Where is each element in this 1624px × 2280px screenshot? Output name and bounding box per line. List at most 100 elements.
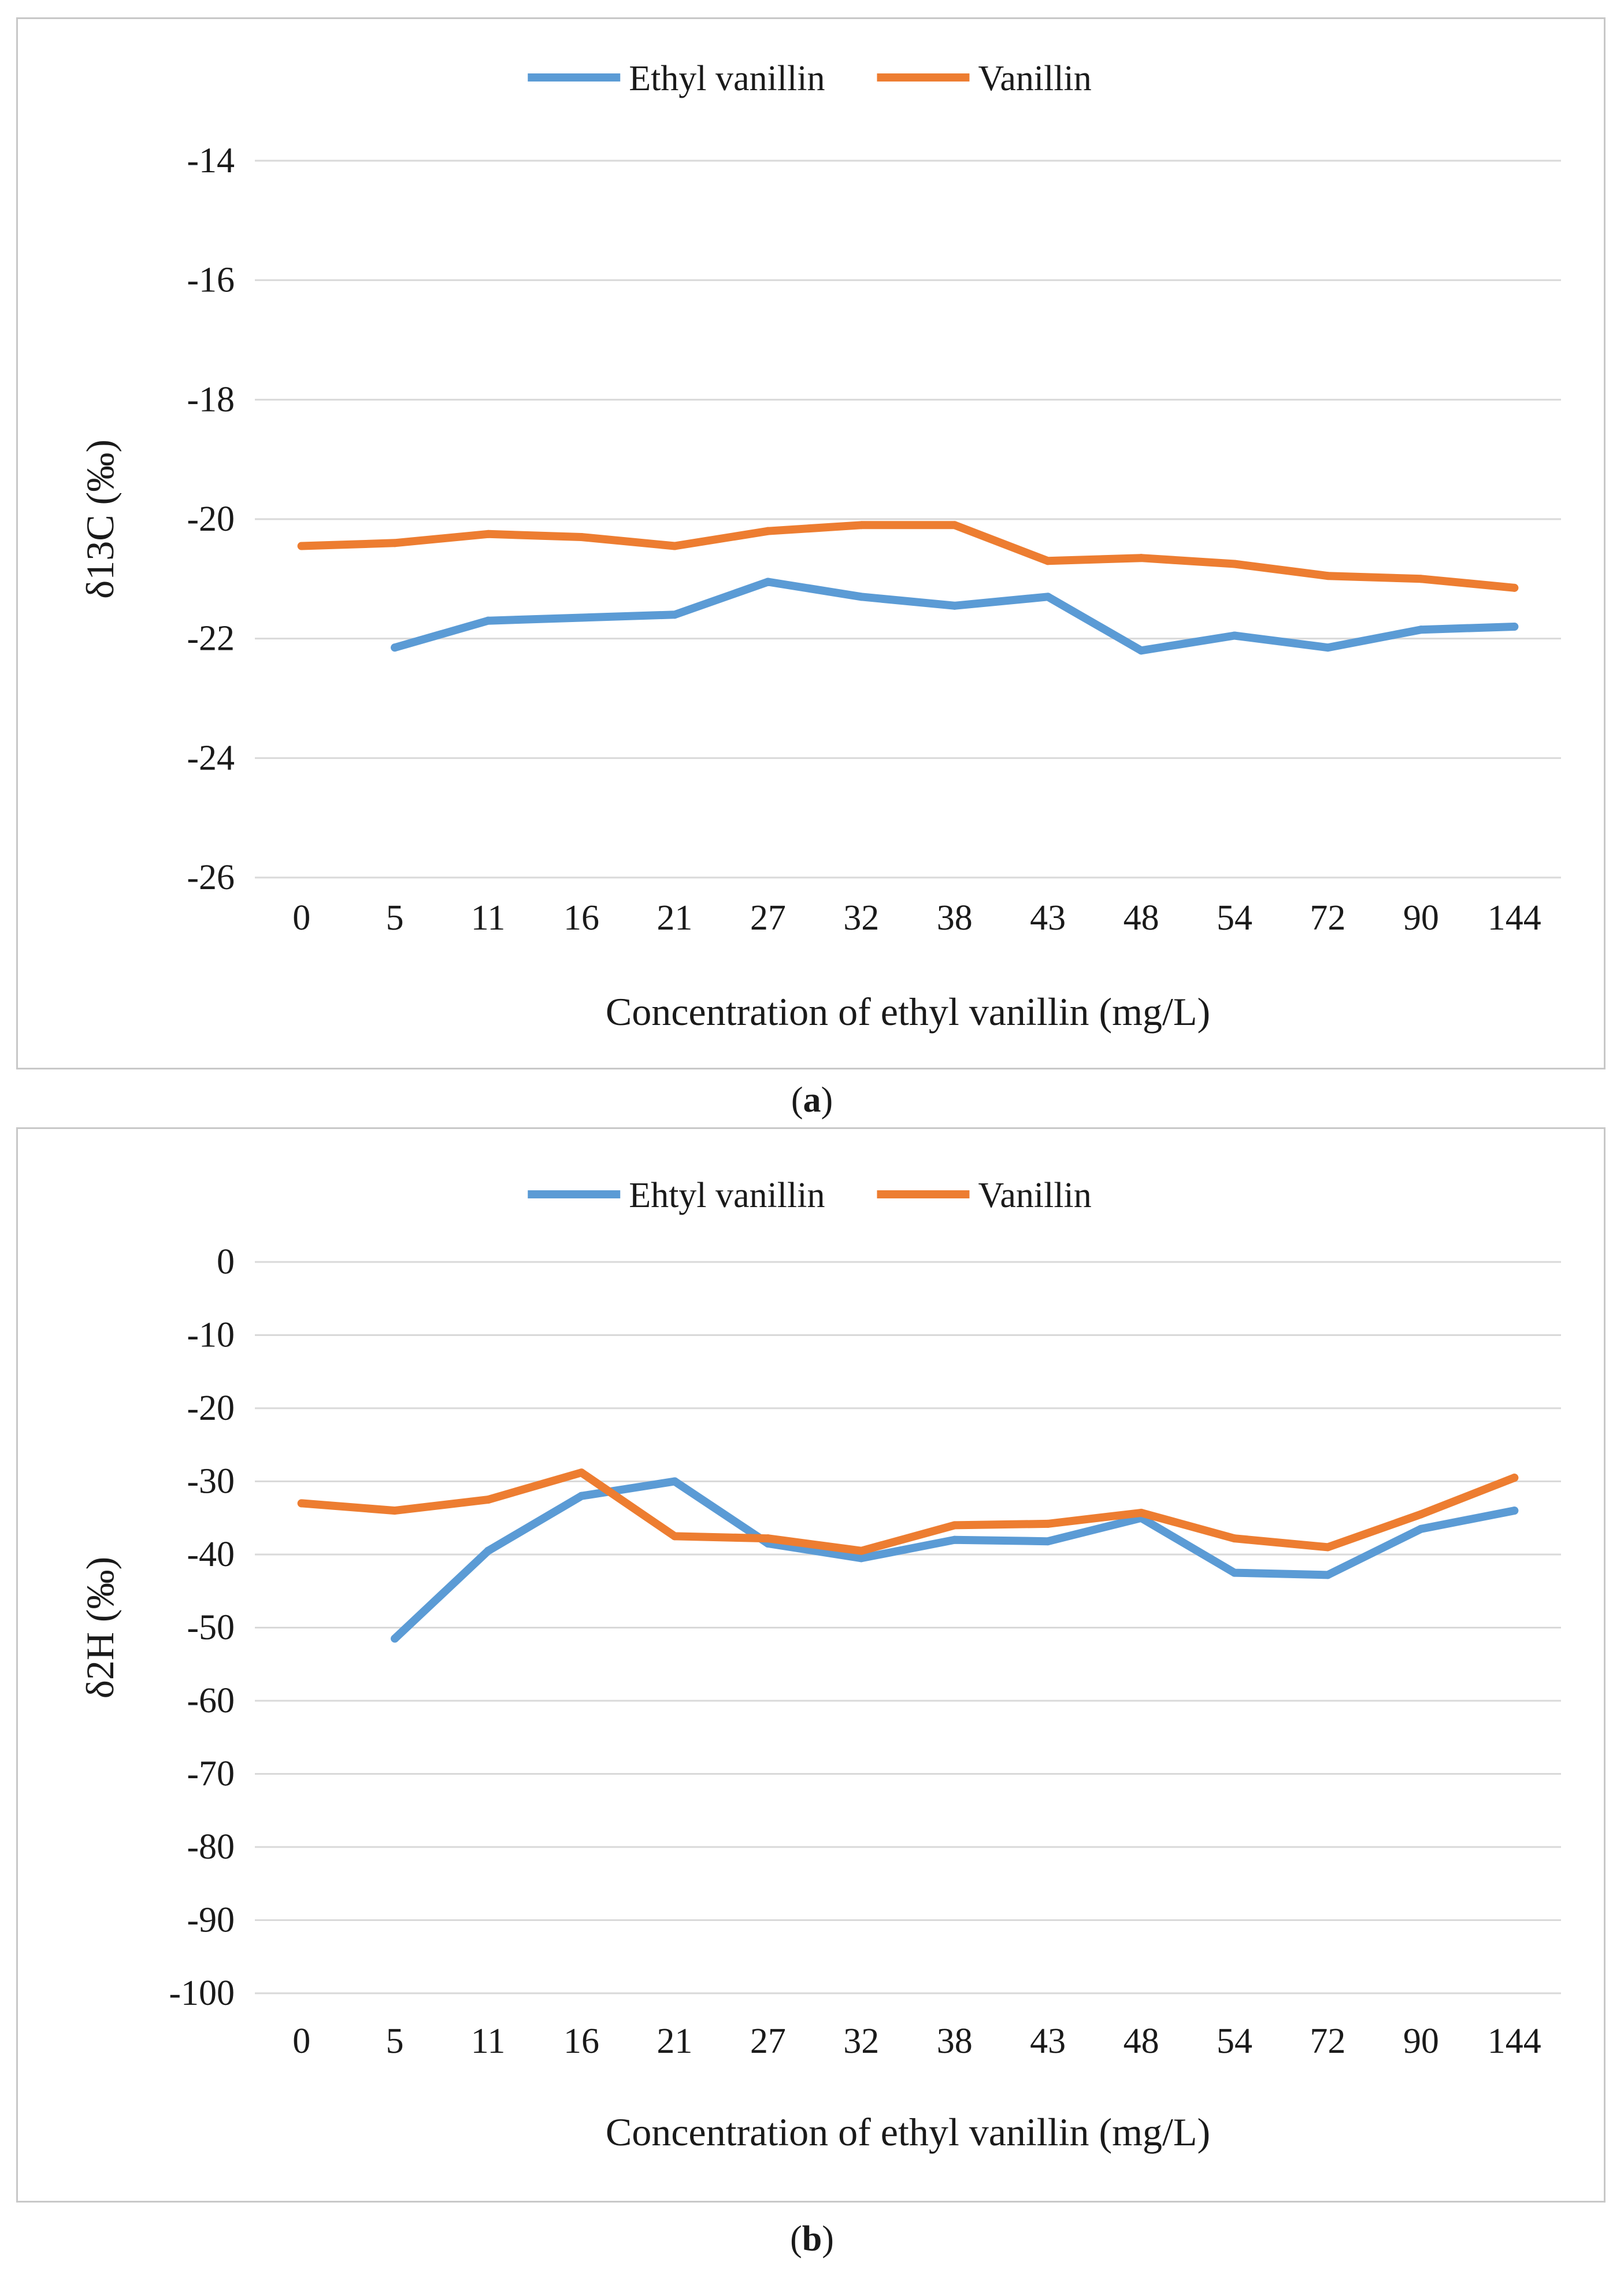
y-tick-label: -26	[187, 858, 235, 897]
series-line-ethyl-vanillin	[391, 578, 1519, 655]
data-point-ethyl-vanillin	[1230, 631, 1239, 640]
y-tick-label: -20	[187, 1389, 235, 1428]
data-point-vanillin	[1137, 1508, 1145, 1517]
x-tick-label: 0	[292, 2022, 310, 2061]
legend: Ehtyl vanillin Vanillin	[528, 1176, 1092, 1215]
legend-item: Vanillin	[877, 59, 1092, 98]
y-tick-label: -30	[187, 1462, 235, 1501]
x-tick-label: 38	[937, 2022, 973, 2061]
data-point-vanillin	[763, 527, 772, 535]
data-point-vanillin	[1323, 1543, 1332, 1552]
y-tick-label: -70	[187, 1755, 235, 1794]
legend-label: Vanillin	[978, 1176, 1091, 1215]
series-line-vanillin	[297, 1468, 1519, 1555]
data-point-ethyl-vanillin	[670, 610, 679, 619]
data-point-vanillin	[297, 542, 306, 550]
data-point-vanillin	[1230, 1534, 1239, 1543]
x-tick-label: 11	[471, 898, 506, 938]
data-point-ethyl-vanillin	[950, 601, 959, 610]
x-tick-label: 27	[750, 898, 786, 938]
data-point-vanillin	[1510, 1474, 1519, 1482]
data-point-vanillin	[1044, 557, 1052, 565]
data-point-ethyl-vanillin	[391, 643, 399, 652]
legend-item: Vanillin	[877, 1176, 1092, 1215]
chart-panel-a: -14 -16 -18 -20 -22 -24 -26 0 5 11 16 21 27 32 38 43 48 5…	[16, 17, 1606, 1069]
data-point-ethyl-vanillin	[1044, 593, 1052, 601]
y-tick-label: -20	[187, 499, 235, 539]
data-point-ethyl-vanillin	[1137, 646, 1145, 655]
data-point-vanillin	[391, 1507, 399, 1515]
x-tick-label: 90	[1403, 898, 1439, 938]
data-point-ehtyl-vanillin	[1417, 1524, 1425, 1533]
data-point-ethyl-vanillin	[857, 593, 866, 601]
y-tick-label: -16	[187, 261, 235, 300]
x-tick-label: 72	[1310, 898, 1345, 938]
chart-a: -14 -16 -18 -20 -22 -24 -26 0 5 11 16 21 27 32 38 43 48 5…	[78, 59, 1561, 1034]
y-tick-label: -50	[187, 1608, 235, 1648]
data-point-vanillin	[857, 1546, 866, 1555]
y-tick-label: -80	[187, 1827, 235, 1867]
x-tick-label: 0	[292, 898, 310, 938]
chart-b: 0 -10 -20 -30 -40 -50 -60 -70 -80 -90 -100 0 5 11 16 21…	[78, 1176, 1561, 2154]
data-point-ethyl-vanillin	[763, 578, 772, 586]
y-tick-label: -18	[187, 380, 235, 419]
data-point-ehtyl-vanillin	[857, 1554, 866, 1563]
data-point-ehtyl-vanillin	[1323, 1571, 1332, 1579]
caption-b: (b)	[790, 2219, 834, 2259]
legend-label: Vanillin	[978, 59, 1091, 98]
x-axis-label: Concentration of ethyl vanillin (mg/L)	[606, 2110, 1210, 2154]
panel-label-a: a	[803, 1080, 821, 1120]
y-tick-label: -24	[187, 738, 235, 778]
y-tick-label: -14	[187, 141, 235, 180]
data-point-vanillin	[577, 1468, 585, 1477]
caption-a: (a)	[791, 1080, 833, 1120]
x-tick-label: 16	[563, 898, 599, 938]
data-point-vanillin	[484, 1496, 492, 1504]
data-point-vanillin	[484, 530, 492, 538]
x-tick-label: 27	[750, 2022, 786, 2061]
data-point-ehtyl-vanillin	[950, 1535, 959, 1544]
x-tick-label: 38	[937, 898, 973, 938]
data-point-vanillin	[297, 1499, 306, 1508]
data-point-ethyl-vanillin	[1323, 643, 1332, 652]
x-tick-label: 32	[843, 898, 879, 938]
data-point-ethyl-vanillin	[1417, 625, 1425, 634]
series-line-ehtyl-vanillin	[391, 1477, 1519, 1643]
data-point-ethyl-vanillin	[484, 616, 492, 625]
data-point-vanillin	[1417, 575, 1425, 583]
data-point-vanillin	[763, 1534, 772, 1543]
data-point-vanillin	[1417, 1510, 1425, 1519]
y-tick-label: -90	[187, 1901, 235, 1940]
x-tick-label: 90	[1403, 2022, 1439, 2061]
data-point-vanillin	[391, 539, 399, 547]
data-point-vanillin	[1323, 572, 1332, 580]
data-point-vanillin	[950, 521, 959, 530]
data-point-ehtyl-vanillin	[577, 1491, 585, 1500]
y-tick-label: 0	[217, 1242, 235, 1282]
data-point-ehtyl-vanillin	[391, 1634, 399, 1643]
x-axis-label: Concentration of ethyl vanillin (mg/L)	[606, 990, 1210, 1034]
data-point-ethyl-vanillin	[1510, 623, 1519, 631]
x-tick-label: 16	[563, 2022, 599, 2061]
data-point-vanillin	[1230, 560, 1239, 568]
legend: Ethyl vanillin Vanillin	[528, 59, 1092, 98]
x-tick-label: 54	[1217, 898, 1252, 938]
x-tick-label: 144	[1488, 2022, 1541, 2061]
x-tick-label: 21	[657, 898, 692, 938]
data-point-vanillin	[857, 521, 866, 530]
data-point-ehtyl-vanillin	[1510, 1507, 1519, 1515]
series-line-vanillin	[297, 521, 1519, 592]
x-tick-label: 72	[1310, 2022, 1345, 2061]
data-point-vanillin	[577, 533, 585, 541]
y-tick-label: -100	[169, 1974, 235, 2013]
data-point-vanillin	[670, 542, 679, 550]
x-tick-label: 21	[657, 2022, 692, 2061]
x-tick-label: 11	[471, 2022, 506, 2061]
data-point-vanillin	[950, 1521, 959, 1530]
x-tick-label: 48	[1124, 2022, 1159, 2061]
x-tick-label: 43	[1030, 898, 1066, 938]
legend-item: Ehtyl vanillin	[528, 1176, 825, 1215]
x-tick-label: 48	[1124, 898, 1159, 938]
data-point-ehtyl-vanillin	[670, 1477, 679, 1486]
data-point-vanillin	[1044, 1519, 1052, 1528]
